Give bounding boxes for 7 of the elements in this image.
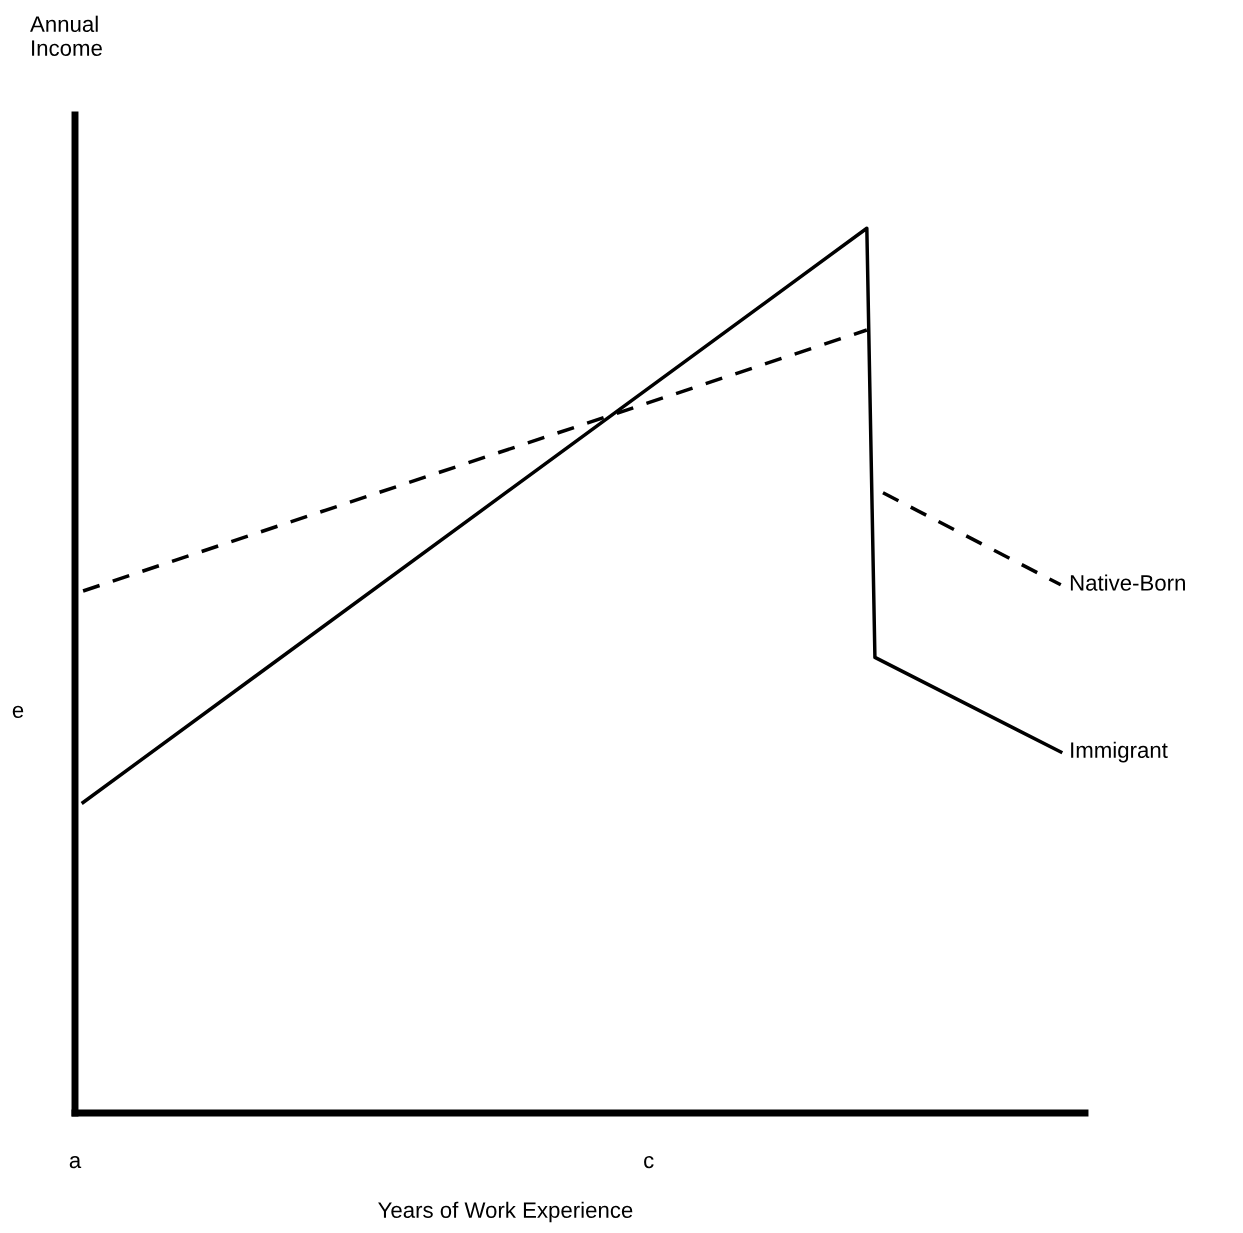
series-label: Native-Born — [1070, 574, 1185, 591]
x-tick-label: c — [644, 1156, 654, 1169]
x-tick-label: a — [69, 1156, 82, 1169]
text: Annual Income — [30, 15, 102, 56]
x-axis-title: Years of Work Experience — [378, 1201, 633, 1223]
text: e — [12, 705, 24, 718]
series-label: Immigrant — [1071, 741, 1168, 763]
